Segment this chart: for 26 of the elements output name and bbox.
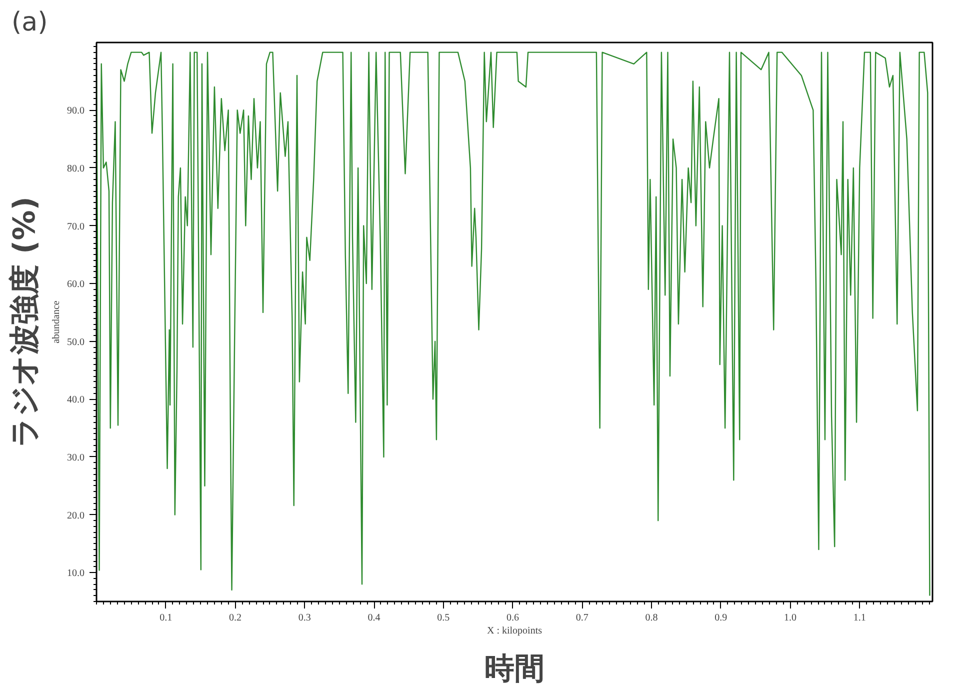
text: X : kilopoints [487,626,542,636]
x-tick-label: 0.5 [437,612,450,624]
x-tick-label: 1.0 [784,612,797,624]
line-series [96,52,930,596]
y-tick-label: 40.0 [67,394,84,406]
x-tick-label: 0.1 [160,612,172,624]
y-axis-title: ラジオ波強度 (%) [8,196,42,448]
x-tick-label: 0.3 [298,612,311,624]
y-tick-label: 50.0 [67,336,84,348]
x-tick-label: 0.2 [229,612,242,624]
x-axis-title: 時間 [484,652,544,686]
y-tick-label: 60.0 [67,279,84,290]
x-tick-label: 0.7 [576,612,588,624]
y-tick-label: 10.0 [67,568,84,580]
y-tick-label: 80.0 [67,163,84,174]
x-tick-label: 0.4 [368,612,380,624]
y-tick-label: 20.0 [67,510,84,522]
x-tick-label: 0.9 [714,612,728,624]
y-tick-label: 30.0 [67,452,84,464]
y-tick-label: 90.0 [67,106,84,117]
x-tick-label: 1.1 [853,612,866,624]
x-tick-label: 0.8 [645,612,658,624]
text: (a) [12,8,48,38]
x-tick-label: 0.6 [506,612,520,624]
text: abundance [51,300,62,344]
y-tick-label: 70.0 [67,221,84,232]
